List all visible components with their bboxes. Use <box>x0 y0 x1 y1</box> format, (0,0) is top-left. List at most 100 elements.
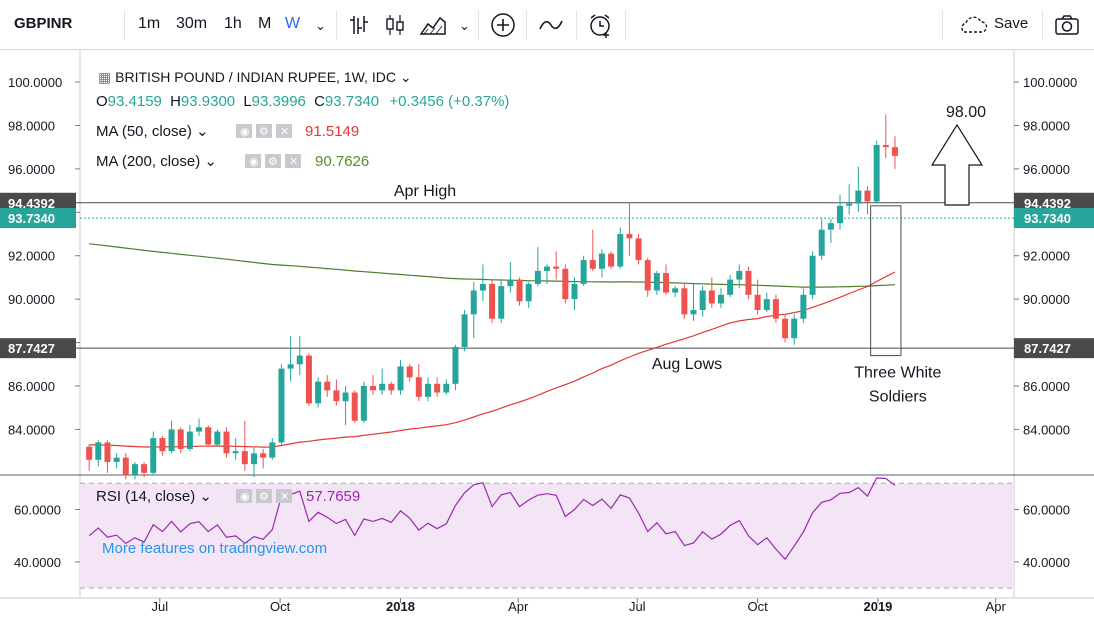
ma200-settings-icons[interactable]: ◉ ⚙ ✕ <box>245 154 301 168</box>
candle-body <box>95 442 102 460</box>
candle-body <box>653 273 660 291</box>
candle-body <box>818 229 825 256</box>
candle-body <box>717 294 724 304</box>
candle-body <box>699 290 706 311</box>
candle-body <box>882 145 889 148</box>
candle-body <box>589 260 596 269</box>
candle-body <box>278 368 285 443</box>
indicators-icon[interactable] <box>536 10 566 40</box>
level-price-label: 94.4392 <box>8 196 55 211</box>
interval-month[interactable]: M <box>258 15 272 32</box>
candle-body <box>617 234 624 267</box>
level-price-tag <box>0 338 76 359</box>
candle-body <box>470 290 477 315</box>
bar-style-icon[interactable] <box>344 10 374 40</box>
toolbar-divider <box>526 10 527 40</box>
alert-icon[interactable] <box>585 10 615 40</box>
last-price-tag <box>1014 208 1094 229</box>
candle-body <box>168 429 175 452</box>
price-tick-label: 98.0000 <box>8 118 55 133</box>
watermark-link[interactable]: More features on tradingview.com <box>102 540 327 557</box>
toolbar-divider <box>124 10 125 40</box>
save-button[interactable]: Save <box>994 15 1029 32</box>
candle-body <box>809 255 816 295</box>
price-tick-label: 86.0000 <box>1023 379 1070 394</box>
candle-body <box>424 383 431 397</box>
candle-body <box>507 279 514 287</box>
price-tick-label: 96.0000 <box>8 162 55 177</box>
toolbar-divider <box>478 10 479 40</box>
ma50-line <box>89 271 896 448</box>
chevron-down-icon[interactable]: ⌄ <box>459 18 470 33</box>
symbol-search[interactable]: GBPINR <box>14 15 73 32</box>
candle-body <box>269 442 276 458</box>
pattern-box <box>870 205 902 357</box>
candle-body <box>827 223 834 230</box>
apr-high-label: Apr High <box>394 183 456 200</box>
cloud-icon[interactable] <box>956 10 990 40</box>
interval-1h[interactable]: 1h <box>224 15 242 32</box>
area-style-icon[interactable] <box>418 10 448 40</box>
pattern-label: Three White <box>854 365 941 382</box>
price-tick-label: 100.0000 <box>1023 75 1077 90</box>
candle-body <box>296 355 303 365</box>
candle-body <box>873 145 880 202</box>
toolbar-divider <box>942 10 943 40</box>
time-tick-label: Oct <box>270 599 291 614</box>
candle-body <box>388 383 395 391</box>
rsi-tick-label: 40.0000 <box>14 555 61 570</box>
legend: ▦ BRITISH POUND / INDIAN RUPEE, 1W, IDC … <box>88 62 509 557</box>
candle-body <box>626 234 633 239</box>
moving-averages <box>89 243 896 448</box>
rsi-tick-label: 60.0000 <box>1023 502 1070 517</box>
candle-body <box>800 294 807 319</box>
ma50-legend-label: MA (50, close) ⌄ <box>96 123 209 140</box>
level-price-label: 87.7427 <box>8 341 55 356</box>
aug-lows-label: Aug Lows <box>652 356 722 373</box>
candle-body <box>397 366 404 391</box>
interval-1m[interactable]: 1m <box>138 15 161 32</box>
level-price-tag <box>1014 338 1094 359</box>
candle-body <box>177 429 184 449</box>
candles <box>86 114 898 480</box>
candle-body <box>708 290 715 304</box>
candle-body <box>406 366 413 378</box>
interval-week[interactable]: W <box>285 15 301 32</box>
pattern-label: Soldiers <box>869 389 927 406</box>
candle-body <box>690 310 697 315</box>
candle-body <box>754 294 761 311</box>
time-tick-label: Apr <box>508 599 529 614</box>
candle-body <box>305 355 312 404</box>
candlestick-chart[interactable]: 100.0000 100.0000 98.0000 98.0000 96.0000 96.… <box>0 50 1094 628</box>
candle-body <box>479 283 486 291</box>
ma50-settings-icons[interactable]: ◉ ⚙ ✕ <box>236 124 292 138</box>
toolbar-divider <box>625 10 626 40</box>
target-label: 98.00 <box>946 104 986 121</box>
candle-body <box>534 270 541 284</box>
time-axis: Jul Oct 2018 Apr Jul Oct 2019 Apr <box>151 598 1006 614</box>
chevron-down-icon[interactable]: ⌄ <box>315 18 326 33</box>
candle-body <box>516 279 523 302</box>
svg-text:✕: ✕ <box>289 156 298 168</box>
svg-text:⚙: ⚙ <box>259 126 269 138</box>
legend-title: ▦ BRITISH POUND / INDIAN RUPEE, 1W, IDC … <box>98 69 412 85</box>
candle-body <box>644 260 651 291</box>
candle-body <box>122 457 129 475</box>
rsi-plot <box>88 477 896 561</box>
camera-icon[interactable] <box>1052 10 1082 40</box>
candle-body <box>159 438 166 452</box>
ma200-legend-label: MA (200, close) ⌄ <box>96 153 217 170</box>
price-tick-label: 96.0000 <box>1023 162 1070 177</box>
toolbar-divider <box>1042 10 1043 40</box>
rsi-settings-icons[interactable]: ◉ ⚙ ✕ <box>236 489 292 503</box>
interval-30m[interactable]: 30m <box>176 15 208 32</box>
candle-body <box>727 279 734 295</box>
add-compare-icon[interactable] <box>488 10 518 40</box>
candle-body <box>205 427 212 445</box>
candle-style-icon[interactable] <box>380 10 410 40</box>
rsi-band <box>80 483 1014 589</box>
svg-text:✕: ✕ <box>280 126 289 138</box>
candle-body <box>562 268 569 300</box>
candle-body <box>415 377 422 397</box>
candle-body <box>241 451 248 465</box>
